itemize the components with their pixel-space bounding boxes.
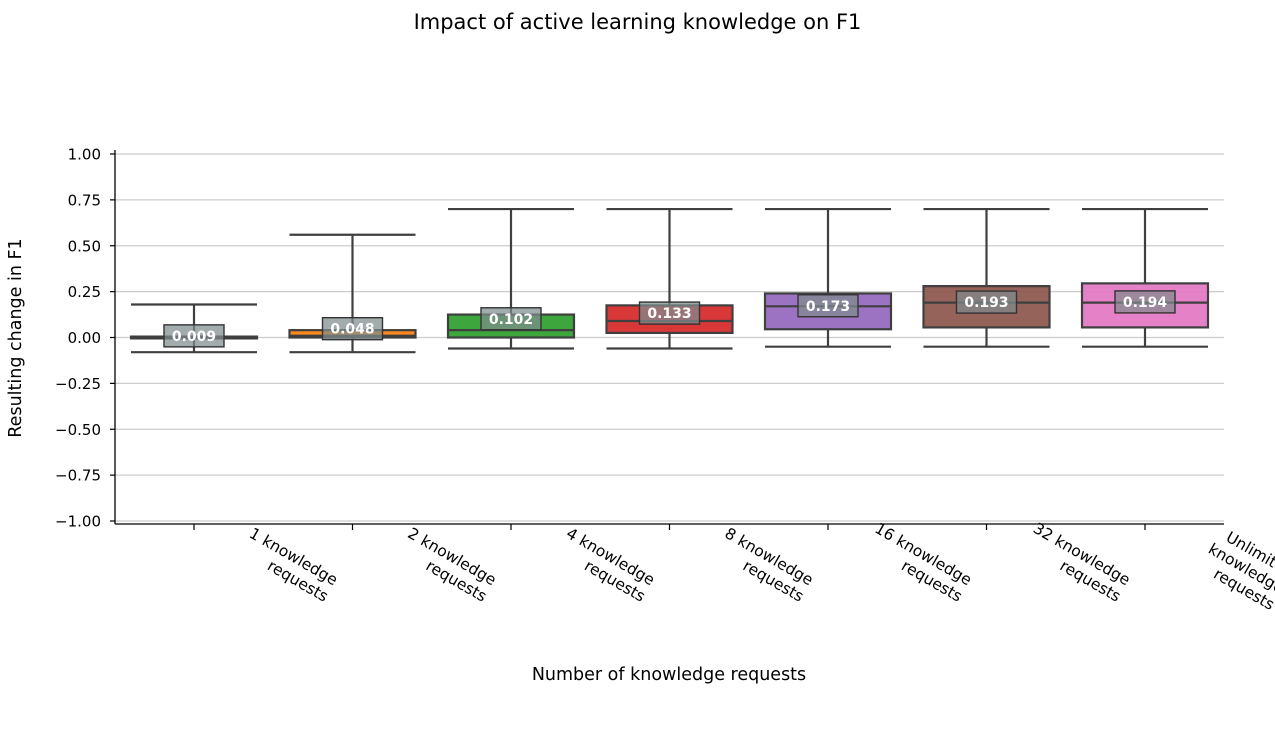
box-group <box>1080 207 1210 348</box>
mean-label-group: 0.009 <box>163 324 225 348</box>
y-tick-label: 0.75 <box>68 191 101 209</box>
mean-label-box <box>321 316 384 341</box>
mean-label-box <box>955 290 1018 314</box>
mean-label: 0.173 <box>806 299 850 315</box>
boxes <box>129 207 1210 354</box>
x-tick-label: 2 knowledgerequests <box>395 524 499 605</box>
mean-label-group: 0.173 <box>797 294 859 318</box>
x-tick-label: 32 knowledgerequests <box>1021 519 1134 605</box>
chart-title: Impact of active learning knowledge on F… <box>413 10 862 34</box>
mean-label-box <box>480 307 542 331</box>
mean-label-box <box>1114 290 1176 314</box>
mean-label-box <box>638 301 701 325</box>
mean-label-group: 0.102 <box>480 307 542 331</box>
y-tick-label: −0.75 <box>55 467 101 485</box>
box-group <box>605 207 734 350</box>
y-axis-label: Resulting change in F1 <box>6 238 26 437</box>
mean-label: 0.102 <box>489 312 533 328</box>
y-tick-label: −1.00 <box>55 513 101 531</box>
mean-label: 0.048 <box>330 322 374 338</box>
mean-label-box <box>163 324 225 348</box>
mean-label-group: 0.133 <box>638 301 701 325</box>
y-tick-label: 0.00 <box>68 329 101 347</box>
y-tick-label: 0.25 <box>68 283 101 301</box>
mean-label: 0.193 <box>964 295 1008 311</box>
y-tick-label: 1.00 <box>68 146 101 164</box>
x-tick-label: 8 knowledgerequests <box>712 524 816 605</box>
y-tick-label: −0.50 <box>55 421 101 439</box>
mean-label: 0.009 <box>172 329 216 345</box>
tick-labels: 1.00 0.75 0.50 0.25 0.00 −0.25 −0.50 −0.75 −1.00… <box>55 146 1275 614</box>
y-tick-label: −0.25 <box>55 375 101 393</box>
x-tick-label: Unlimitedknowledgerequests <box>1196 523 1275 614</box>
box-group <box>763 207 893 348</box>
mean-label: 0.194 <box>1123 295 1168 311</box>
mean-label-box <box>797 294 859 318</box>
x-axis-label: Number of knowledge requests <box>532 665 806 685</box>
mean-label: 0.133 <box>647 306 691 322</box>
mean-label-group: 0.194 <box>1114 290 1176 314</box>
mean-label-group: 0.048 <box>321 316 384 341</box>
box-group <box>922 207 1051 348</box>
x-tick-label: 16 knowledgerequests <box>862 519 975 605</box>
mean-label-group: 0.193 <box>955 290 1018 314</box>
x-tick-label: 4 knowledgerequests <box>554 524 658 605</box>
y-tick-label: 0.50 <box>68 237 101 255</box>
x-tick-label: 1 knowledgerequests <box>237 524 341 605</box>
axes <box>110 150 1224 530</box>
